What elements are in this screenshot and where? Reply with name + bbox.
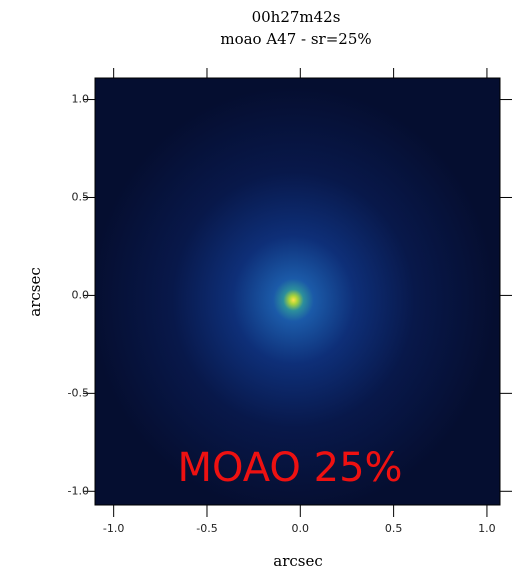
x-tick-label: -0.5 <box>196 522 217 535</box>
x-axis-label: arcsec <box>273 552 323 570</box>
y-tick-label: -1.0 <box>68 484 89 497</box>
y-tick-label: 1.0 <box>72 93 90 106</box>
chart-subtitle: moao A47 - sr=25% <box>220 30 371 48</box>
x-tick-label: 0.0 <box>292 522 310 535</box>
psf-image <box>94 77 501 506</box>
chart-title: 00h27m42s <box>252 8 341 26</box>
annotation: MOAO 25% <box>177 445 402 491</box>
y-tick-label: 0.5 <box>72 190 90 203</box>
y-tick-label: -0.5 <box>68 386 89 399</box>
y-tick-label: 0.0 <box>72 288 90 301</box>
y-axis-label: arcsec <box>26 267 44 317</box>
x-tick-label: 0.5 <box>385 522 403 535</box>
x-tick-label: -1.0 <box>103 522 124 535</box>
x-tick-label: 1.0 <box>478 522 496 535</box>
